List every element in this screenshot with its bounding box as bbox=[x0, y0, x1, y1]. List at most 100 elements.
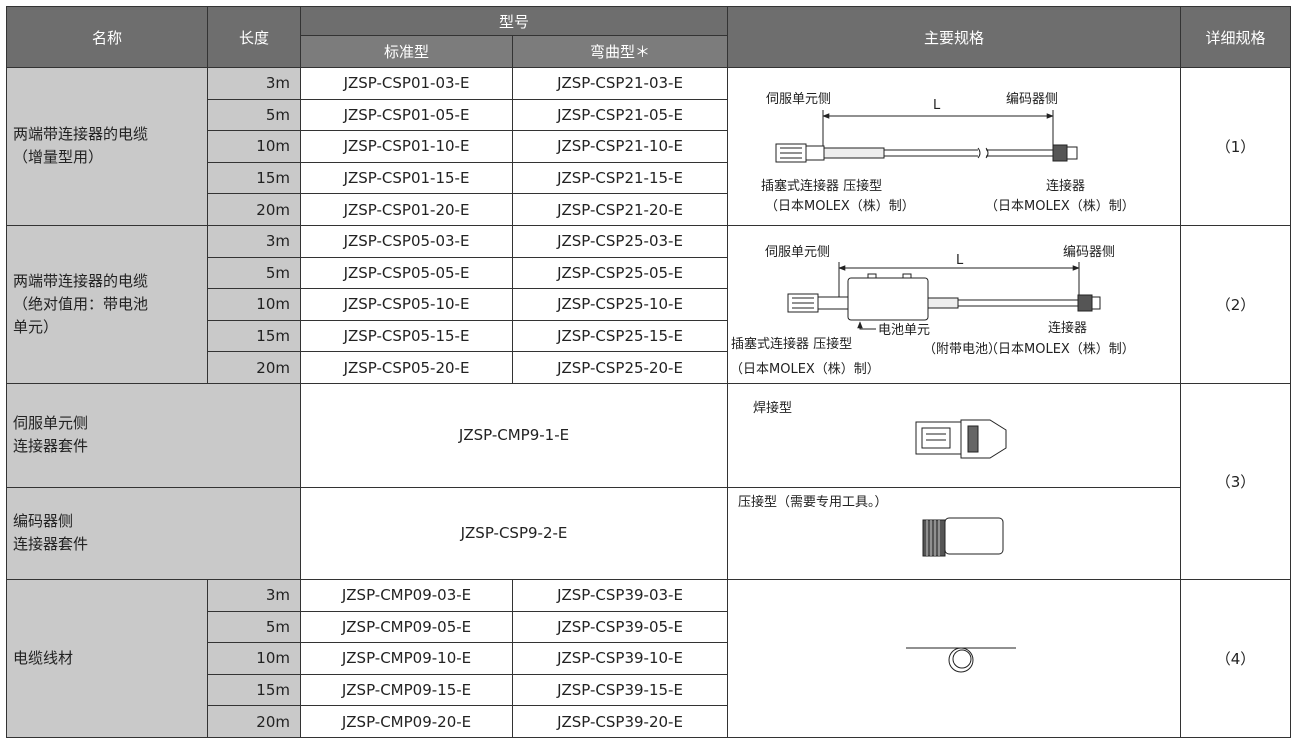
standard-model: JZSP-CMP09-15-E bbox=[300, 673, 513, 707]
diagram-label: 编码器侧 bbox=[1063, 245, 1115, 260]
bent-model: JZSP-CSP39-10-E bbox=[511, 642, 729, 675]
kit-row: 伺服单元侧 连接器套件 JZSP-CMP9-1-E 焊接型 （3） bbox=[6, 382, 1292, 580]
length: 10m bbox=[207, 288, 301, 321]
item-name: 伺服单元侧 连接器套件 bbox=[6, 382, 301, 488]
length: 3m bbox=[207, 224, 301, 258]
spec-cell: 伺服单元侧 L 编码器侧 插塞式连接器 压接型 （日本MOLEX（株）制） 连接… bbox=[727, 67, 1182, 226]
connector-drawing bbox=[922, 517, 1004, 557]
standard-model: JZSP-CMP09-03-E bbox=[300, 578, 513, 612]
model-row: 15m JZSP-CMP09-15-E JZSP-CSP39-15-E bbox=[7, 673, 1291, 707]
spec-table: 名称 长度 型号 主要规格 详细规格 标准型 弯曲型＊ 两端带连接器的电缆 （增量… bbox=[6, 6, 1292, 738]
item-name-line: 两端带连接器的电缆 bbox=[13, 271, 149, 290]
standard-model: JZSP-CSP01-20-E bbox=[300, 193, 513, 226]
standard-model: JZSP-CSP05-10-E bbox=[300, 288, 513, 321]
cable-diagram: 伺服单元侧 L 编码器侧 插塞式连接器 压接型 电池单元 （附带电池） 连接器 … bbox=[730, 245, 1135, 377]
bent-model: JZSP-CSP25-15-E bbox=[511, 319, 729, 353]
diagram-label: （日本MOLEX（株）制） bbox=[985, 199, 1135, 214]
header-spec: 主要规格 bbox=[727, 6, 1182, 68]
kit-model: JZSP-CSP9-2-E bbox=[299, 486, 729, 580]
item-name-line: 连接器套件 bbox=[13, 535, 89, 554]
item-name: 电缆线材 bbox=[6, 578, 208, 738]
length: 5m bbox=[207, 256, 301, 290]
length: 10m bbox=[207, 130, 301, 163]
diagram-label: 伺服单元侧 bbox=[766, 92, 831, 107]
model-row: 10m JZSP-CSP05-10-E JZSP-CSP25-10-E bbox=[7, 288, 1291, 321]
model-row: 两端带连接器的电缆 （绝对值用：带电池 单元） 3m JZSP-CSP05-03-E JZ… bbox=[6, 224, 1292, 384]
length: 15m bbox=[207, 673, 301, 707]
header-length: 长度 bbox=[207, 6, 301, 68]
standard-model: JZSP-CMP09-10-E bbox=[300, 642, 513, 675]
model-row: 20m JZSP-CSP01-20-E JZSP-CSP21-20-E bbox=[7, 193, 1291, 226]
model-row: 20m JZSP-CSP05-20-E JZSP-CSP25-20-E bbox=[7, 351, 1291, 384]
diagram-label: 电池单元 bbox=[878, 323, 930, 338]
connector-drawing bbox=[915, 419, 1007, 459]
diagram-label: （日本MOLEX（株）制） bbox=[765, 199, 915, 214]
standard-model: JZSP-CSP01-05-E bbox=[300, 98, 513, 132]
bent-model: JZSP-CSP21-05-E bbox=[511, 98, 729, 132]
spec-cell: 焊接型 bbox=[727, 382, 1182, 488]
length: 5m bbox=[207, 98, 301, 132]
item-name-line: 电缆线材 bbox=[13, 648, 74, 667]
length: 20m bbox=[207, 351, 301, 384]
cable-drawing bbox=[775, 143, 1078, 163]
standard-model: JZSP-CSP05-03-E bbox=[300, 224, 513, 258]
bent-model: JZSP-CSP39-20-E bbox=[511, 705, 729, 738]
cable-diagram: 伺服单元侧 L 编码器侧 插塞式连接器 压接型 （日本MOLEX（株）制） 连接… bbox=[761, 92, 1135, 214]
model-row: 5m JZSP-CSP01-05-E JZSP-CSP21-05-E bbox=[7, 98, 1291, 132]
standard-model: JZSP-CSP05-15-E bbox=[300, 319, 513, 353]
model-row: 20m JZSP-CMP09-20-E JZSP-CSP39-20-E bbox=[7, 705, 1291, 738]
length: 10m bbox=[207, 642, 301, 675]
coil-drawing bbox=[906, 647, 1017, 673]
item-name-line: 连接器套件 bbox=[13, 437, 89, 456]
diagram-label: 插塞式连接器 压接型 bbox=[761, 178, 882, 194]
model-row: 两端带连接器的电缆 （增量型用） 3m JZSP-CSP01-03-E JZSP-CSP… bbox=[6, 67, 1292, 226]
standard-model: JZSP-CSP05-05-E bbox=[300, 256, 513, 290]
bent-model: JZSP-CSP21-15-E bbox=[511, 161, 729, 195]
diagram-label: 插塞式连接器 压接型 bbox=[731, 336, 852, 352]
bent-model: JZSP-CSP25-05-E bbox=[511, 256, 729, 290]
spec-cell: 伺服单元侧 L 编码器侧 插塞式连接器 压接型 电池单元 （附带电池） 连接器 … bbox=[727, 224, 1182, 384]
diagram-label: （日本MOLEX（株）制） bbox=[985, 342, 1135, 357]
item-name-line: 单元） bbox=[13, 317, 59, 336]
cable-coil-diagram bbox=[906, 647, 1017, 673]
bent-model: JZSP-CSP25-20-E bbox=[511, 351, 729, 384]
item-name-line: （绝对值用：带电池 bbox=[13, 294, 149, 313]
header-name: 名称 bbox=[6, 6, 208, 68]
length: 3m bbox=[207, 578, 301, 612]
length: 5m bbox=[207, 610, 301, 644]
connector-diagram: 压接型（需要专用工具。） bbox=[738, 494, 1004, 557]
length: 20m bbox=[207, 705, 301, 738]
model-row: 10m JZSP-CSP01-10-E JZSP-CSP21-10-E bbox=[7, 130, 1291, 163]
model-row: 电缆线材 3m JZSP-CMP09-03-E JZSP-CSP39-03-E （4） bbox=[6, 578, 1292, 738]
length: 20m bbox=[207, 193, 301, 226]
detail-ref: （1） bbox=[1180, 67, 1292, 226]
bent-model: JZSP-CSP25-10-E bbox=[511, 288, 729, 321]
diagram-label: 焊接型 bbox=[753, 400, 792, 416]
detail-ref: （3） bbox=[1180, 382, 1292, 580]
model-row: 5m JZSP-CMP09-05-E JZSP-CSP39-05-E bbox=[7, 610, 1291, 644]
header-bent: 弯曲型＊ bbox=[511, 35, 729, 68]
diagram-label: 编码器侧 bbox=[1006, 92, 1058, 107]
diagram-label: 连接器 bbox=[1046, 178, 1085, 194]
diagram-label: 压接型（需要专用工具。） bbox=[738, 494, 888, 510]
item-name: 编码器侧 连接器套件 bbox=[6, 486, 301, 580]
diagram-label: L bbox=[956, 253, 964, 268]
bent-model: JZSP-CSP21-20-E bbox=[511, 193, 729, 226]
standard-model: JZSP-CSP05-20-E bbox=[300, 351, 513, 384]
item-name-line: 两端带连接器的电缆 bbox=[13, 125, 149, 144]
kit-model: JZSP-CMP9-1-E bbox=[299, 382, 729, 488]
standard-model: JZSP-CSP01-10-E bbox=[300, 130, 513, 163]
header-detail: 详细规格 bbox=[1180, 6, 1292, 68]
header-model: 型号 bbox=[299, 6, 729, 36]
model-row: 15m JZSP-CSP01-15-E JZSP-CSP21-15-E bbox=[7, 161, 1291, 195]
length: 15m bbox=[207, 319, 301, 353]
spec-cell: 压接型（需要专用工具。） bbox=[727, 486, 1182, 580]
diagram-label: （附带电池） bbox=[923, 342, 1001, 357]
bent-model: JZSP-CSP39-05-E bbox=[511, 610, 729, 644]
standard-model: JZSP-CMP09-20-E bbox=[300, 705, 513, 738]
diagram-label: 连接器 bbox=[1048, 320, 1087, 336]
bent-model: JZSP-CSP39-15-E bbox=[511, 673, 729, 707]
bent-model: JZSP-CSP39-03-E bbox=[511, 578, 729, 612]
length: 3m bbox=[207, 67, 301, 100]
header-standard: 标准型 bbox=[300, 35, 513, 68]
